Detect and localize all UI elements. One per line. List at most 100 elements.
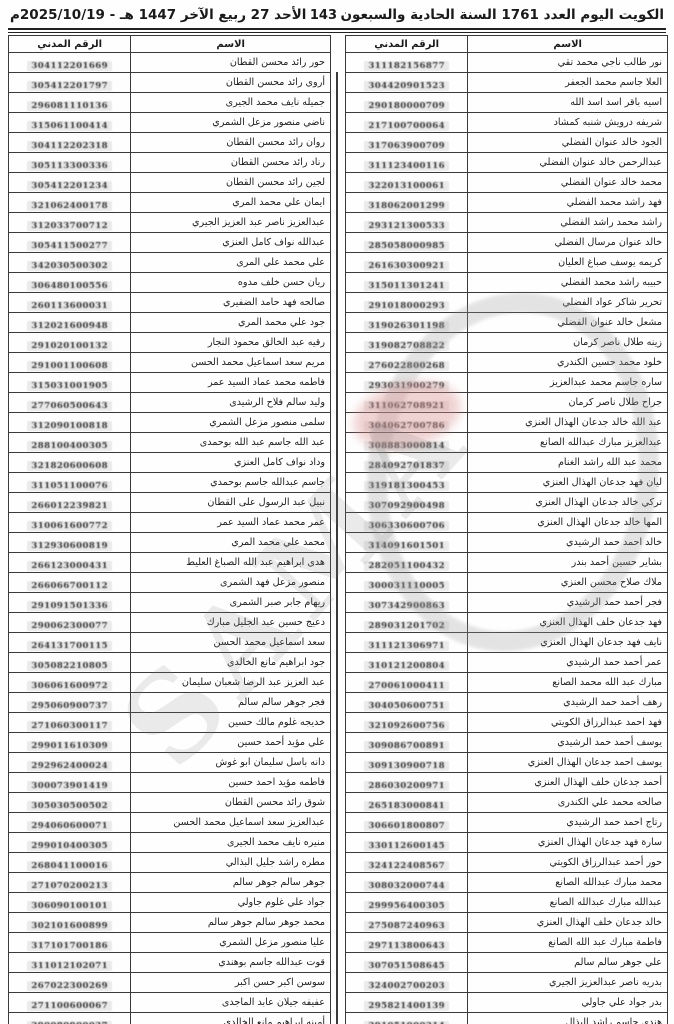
table-row: مطره راشد جليل البذالي 268041100016	[7, 852, 331, 873]
person-name: عفيفه جيلان عابد الماجدى	[130, 992, 331, 1013]
civil-id-value: 311051100076	[27, 481, 112, 491]
person-name: أحمد جدعان خلف الهذال العنزي	[467, 772, 668, 793]
table-row: علي محمد علي المرى 342030500302	[7, 252, 331, 273]
person-name: عبدالرحمن خالد عنوان الفضلي	[467, 152, 668, 173]
civil-id-cell: 321062400178	[7, 192, 132, 213]
person-name: محمد عبد الله راشد الغنام	[467, 452, 668, 473]
civil-id-cell: 217100700064	[344, 112, 469, 133]
civil-id-value: 305030500502	[27, 801, 112, 811]
date-line: الأحد 27 ربيع الآخر 1447 هـ - 2025/10/19…	[10, 7, 307, 23]
civil-id-value: 315011301241	[364, 281, 449, 291]
civil-id-cell: 311051100076	[7, 472, 132, 493]
person-name: رهف أحمد حمد الرشيدي	[467, 692, 668, 713]
table-row: أحمد جدعان خلف الهذال العنزي 286030200971	[344, 772, 668, 793]
civil-id-value: 317063900709	[364, 141, 449, 151]
table-row: فهد جدعان خلف الهذال العنزي 289031201702	[344, 612, 668, 633]
civil-id-value: 285058000985	[364, 241, 449, 251]
civil-id-value: 266066700112	[27, 581, 112, 591]
table-row: عبد الله جاسم عبد الله بوحمدى 28810040030…	[7, 432, 331, 453]
civil-id-value: 307051508645	[364, 961, 449, 971]
civil-id-value: 290062300077	[27, 621, 112, 631]
civil-id-cell: 270061000411	[344, 672, 469, 693]
civil-id-value: 304112201669	[27, 61, 112, 71]
civil-id-value: 319181300453	[364, 481, 449, 491]
table-row: محمد خالد عنوان الفضلي 322013100061	[344, 172, 668, 193]
table-row: علي جوهر سالم سالم 307051508645	[344, 952, 668, 973]
person-name: رتاج احمد حمد الرشيدي	[467, 812, 668, 833]
table-row: العلا جاسم محمد الجعفر 304420901523	[344, 72, 668, 93]
table-row: حور أحمد عبدالرزاق الكويتي 324122408567	[344, 852, 668, 873]
person-name: عبدالله مبارك عبدالله الصانع	[467, 892, 668, 913]
civil-id-value: 293031900279	[364, 381, 449, 391]
table-row: ريهام جابر صبر الشمرى 291091501336	[7, 592, 331, 613]
table-row: جاسم عبدالله جاسم بوحمدي 311051100076	[7, 472, 331, 493]
civil-id-value: 305412201797	[27, 81, 112, 91]
civil-id-value: 295060900737	[27, 701, 112, 711]
civil-id-cell: 265183000841	[344, 792, 469, 813]
table-row: حور رائد محسن القطان 304112201669	[7, 52, 331, 73]
civil-id-value: 295821400139	[364, 1001, 449, 1011]
table-row: محمد عبد الله راشد الغنام 284092701837	[344, 452, 668, 473]
civil-id-cell: 264131700115	[7, 632, 132, 653]
civil-id-value: 304050600751	[364, 701, 449, 711]
names-table-right: الاسم الرقم المدني نور طالب ناجي محمد تق…	[344, 35, 668, 1024]
civil-id-value: 277060500643	[27, 401, 112, 411]
civil-id-value: 293121300533	[364, 221, 449, 231]
civil-id-cell: 311182156877	[344, 52, 469, 73]
civil-id-value: 342030500302	[27, 261, 112, 271]
civil-id-cell: 295821400139	[344, 992, 469, 1013]
table-row: المها خالد جدعان الهذال العنزي 3063306007…	[344, 512, 668, 533]
table-row: عبدالعزيز مبارك عبدالله الصانع 3088830008…	[344, 432, 668, 453]
civil-id-cell: 314091601501	[344, 532, 469, 553]
table-row: محمد جوهر سالم جوهر سالم 302101600899	[7, 912, 331, 933]
person-name: عبدالعزيز سعد اسماعيل محمد الحسن	[130, 812, 331, 833]
civil-id-value: 330112600145	[364, 841, 449, 851]
civil-id-cell: 300031110005	[344, 572, 469, 593]
person-name: عليا منصور مزعل الشمري	[130, 932, 331, 953]
table-row: سلمى منصور مزعل الشمري 312090100818	[7, 412, 331, 433]
table-row: خلود محمد حسين الكندري 276022800268	[344, 352, 668, 373]
tables-wrap: الاسم الرقم المدني نور طالب ناجي محمد تق…	[0, 33, 674, 1024]
person-name: خالد عنوان مرسال الفضلي	[467, 232, 668, 253]
table-row: خالد جدعان خلف الهذال العنزي 275087240963	[344, 912, 668, 933]
table-row: صالحه فهد حامد الضفيري 260113600031	[7, 292, 331, 313]
civil-id-cell: 311121306971	[344, 632, 469, 653]
civil-id-cell: 319181300453	[344, 472, 469, 493]
civil-id-value: 300031110005	[364, 581, 449, 591]
person-name: محمد خالد عنوان الفضلي	[467, 172, 668, 193]
civil-id-cell: 271100600067	[7, 992, 132, 1013]
person-name: خالد جدعان خلف الهذال العنزي	[467, 912, 668, 933]
center-divider-rule	[336, 72, 338, 1024]
table-row: رناد رائد محسن القطان 305113300336	[7, 152, 331, 173]
civil-id-cell: 291051000214	[344, 1012, 469, 1024]
civil-id-cell: 302101600899	[7, 912, 132, 933]
civil-id-value: 306061600972	[27, 681, 112, 691]
civil-id-cell: 267022300269	[7, 972, 132, 993]
civil-id-cell: 305412201234	[7, 172, 132, 193]
person-name: سلمى منصور مزعل الشمري	[130, 412, 331, 433]
table-row: صالحه محمد علي الكندرى 265183000841	[344, 792, 668, 813]
civil-id-value: 311182156877	[364, 61, 449, 71]
person-name: ريان حسن خلف مدوه	[130, 272, 331, 293]
person-name: محمد علي محمد المري	[130, 532, 331, 553]
table-row: علي مؤيد أحمد حسين 299011610309	[7, 732, 331, 753]
civil-id-value: 299956400305	[364, 901, 449, 911]
civil-id-cell: 317063900709	[344, 132, 469, 153]
table-row: زينه طلال ناصر كرمان 319082708822	[344, 332, 668, 353]
civil-id-value: 300073901419	[27, 781, 112, 791]
civil-id-cell: 312930600819	[7, 532, 132, 553]
civil-id-cell: 315011301241	[344, 272, 469, 293]
person-name: وداد نواف كامل العنزي	[130, 452, 331, 473]
table-row: محمد مبارك عبدالله الصانع 308032000744	[344, 872, 668, 893]
civil-id-value: 311012102071	[27, 961, 112, 971]
civil-id-value: 305412201234	[27, 181, 112, 191]
civil-id-cell: 292962400024	[7, 752, 132, 773]
table-row: فاطمة مبارك عبد الله الصانع 297113800643	[344, 932, 668, 953]
civil-id-value: 304420901523	[364, 81, 449, 91]
person-name: ناضي منصور مزعل الشمري	[130, 112, 331, 133]
civil-id-cell: 282051100432	[344, 552, 469, 573]
civil-id-cell: 299010400305	[7, 832, 132, 853]
civil-id-cell: 271060300117	[7, 712, 132, 733]
civil-id-cell: 304112201669	[7, 52, 132, 73]
person-name: سارة فهد جدعان الهذال العنزي	[467, 832, 668, 853]
